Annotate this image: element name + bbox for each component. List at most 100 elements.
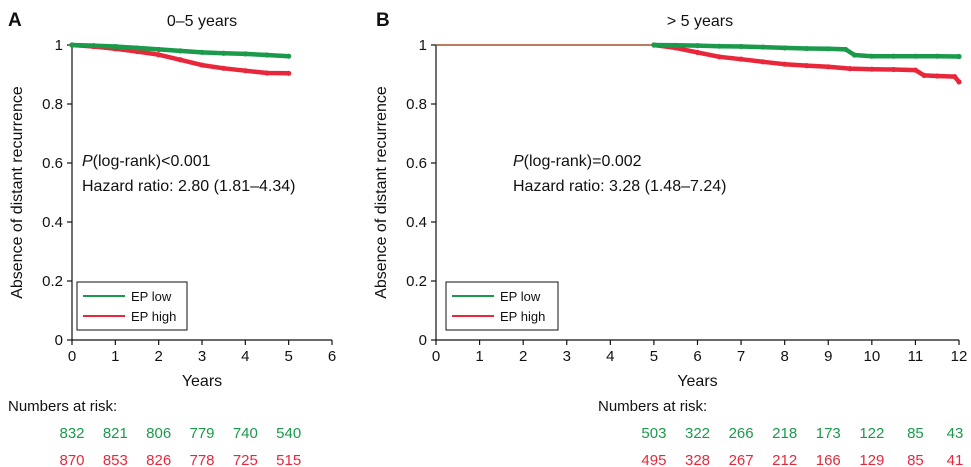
data-point-ep-low (912, 53, 919, 59)
x-tick-label: 8 (780, 348, 788, 365)
risk-count: 85 (907, 452, 924, 467)
data-point-ep-low (851, 52, 858, 58)
data-point-ep-low (286, 53, 292, 59)
data-point-ep-high (694, 49, 701, 55)
x-tick-label: 9 (824, 348, 832, 365)
data-point-ep-low (803, 45, 810, 52)
x-tick-label: 10 (863, 348, 880, 365)
risk-count: 870 (59, 452, 84, 467)
risk-count: 173 (816, 425, 841, 442)
data-point-ep-low (156, 46, 162, 53)
data-point-ep-high (847, 66, 853, 72)
risk-count: 725 (233, 452, 258, 467)
data-point-ep-low (199, 49, 205, 55)
risk-count: 266 (729, 425, 754, 442)
data-point-ep-high (869, 66, 875, 72)
panel-letter: B (376, 10, 390, 31)
x-tick-label: 3 (198, 348, 206, 365)
risk-count: 826 (146, 452, 171, 467)
x-axis-label: Years (677, 373, 717, 390)
data-point-ep-high (934, 73, 940, 79)
risk-count: 853 (103, 452, 128, 467)
y-tick-label: 0.4 (42, 214, 63, 231)
x-tick-label: 3 (563, 348, 571, 365)
data-point-ep-high (242, 68, 248, 74)
risk-count: 806 (146, 425, 171, 442)
risk-count: 212 (772, 452, 797, 467)
risk-count: 267 (729, 452, 754, 467)
y-tick-label: 1 (55, 37, 63, 54)
data-point-ep-low (956, 53, 962, 60)
x-tick-label: 11 (908, 348, 924, 365)
risk-count: 322 (685, 425, 710, 442)
y-tick-label: 0.8 (42, 96, 63, 113)
y-tick-label: 0.4 (406, 214, 427, 231)
y-tick-label: 0.8 (406, 96, 427, 113)
x-tick-label: 4 (606, 348, 614, 365)
risk-count: 328 (685, 452, 710, 467)
data-point-ep-low (91, 42, 97, 49)
p-symbol: P (513, 153, 524, 170)
risk-count: 166 (816, 452, 841, 467)
data-point-ep-high (760, 59, 766, 65)
data-point-ep-low (673, 42, 679, 48)
legend-box (445, 281, 559, 331)
data-point-ep-high (921, 72, 927, 78)
y-tick-label: 0.2 (42, 273, 63, 290)
x-axis-label: Years (182, 373, 222, 390)
data-point-ep-low (112, 43, 118, 50)
data-point-ep-low (782, 45, 788, 51)
panel-subtitle: 0–5 years (167, 13, 237, 30)
data-point-ep-high (956, 79, 962, 85)
x-tick-label: 1 (475, 348, 483, 365)
y-tick-label: 0 (419, 332, 427, 349)
legend: EP low EP high (445, 281, 559, 331)
x-tick-label: 12 (951, 348, 968, 365)
data-point-ep-low (738, 43, 744, 50)
risk-table-label: Numbers at risk: (598, 398, 707, 415)
risk-count: 540 (276, 425, 301, 442)
risk-count: 779 (189, 425, 214, 442)
risk-count: 778 (189, 452, 214, 467)
x-tick-label: 2 (154, 348, 162, 365)
y-tick-label: 1 (419, 37, 427, 54)
data-point-ep-high (825, 64, 831, 70)
risk-count: 41 (947, 452, 964, 467)
data-point-ep-low (891, 53, 897, 59)
data-point-ep-high (782, 61, 788, 67)
x-tick-label: 5 (284, 348, 292, 365)
data-point-ep-high (286, 70, 292, 76)
legend-label: EP high (500, 309, 545, 324)
y-tick-label: 0.6 (406, 155, 427, 172)
panel-a: A 0–5 years 0 1 2 3 4 5 6 0 0.2 0.4 0.6 0.8 1 Years Abse… (8, 10, 336, 467)
data-point-ep-low (134, 45, 140, 51)
risk-count: 515 (276, 452, 301, 467)
data-point-ep-low (825, 46, 831, 52)
data-point-ep-high (199, 62, 205, 68)
legend: EP low EP high (76, 281, 188, 331)
p-text: (log-rank)<0.001 (93, 153, 211, 170)
data-point-ep-low (694, 42, 701, 49)
x-tick-label: 6 (693, 348, 701, 365)
y-tick-label: 0.6 (42, 155, 63, 172)
data-point-ep-low (934, 53, 940, 59)
data-point-ep-high (716, 54, 722, 60)
p-symbol: P (82, 153, 93, 170)
y-axis-label: Absence of distant recurrence (373, 86, 390, 299)
risk-count: 495 (641, 452, 666, 467)
x-tick-label: 7 (737, 348, 745, 365)
data-point-ep-high (738, 56, 744, 62)
y-tick-label: 0.2 (406, 273, 427, 290)
legend-label: EP high (131, 309, 176, 324)
x-tick-label: 6 (328, 348, 336, 365)
p-value-annotation: P(log-rank)<0.001 (82, 153, 211, 170)
x-tick-label: 4 (241, 348, 249, 365)
x-tick-label: 5 (650, 348, 658, 365)
legend-label: EP low (131, 289, 172, 304)
hazard-ratio-annotation: Hazard ratio: 3.28 (1.48–7.24) (513, 178, 726, 195)
risk-count: 43 (947, 425, 964, 442)
y-axis-label: Absence of distant recurrence (9, 86, 26, 299)
risk-count: 129 (859, 452, 884, 467)
